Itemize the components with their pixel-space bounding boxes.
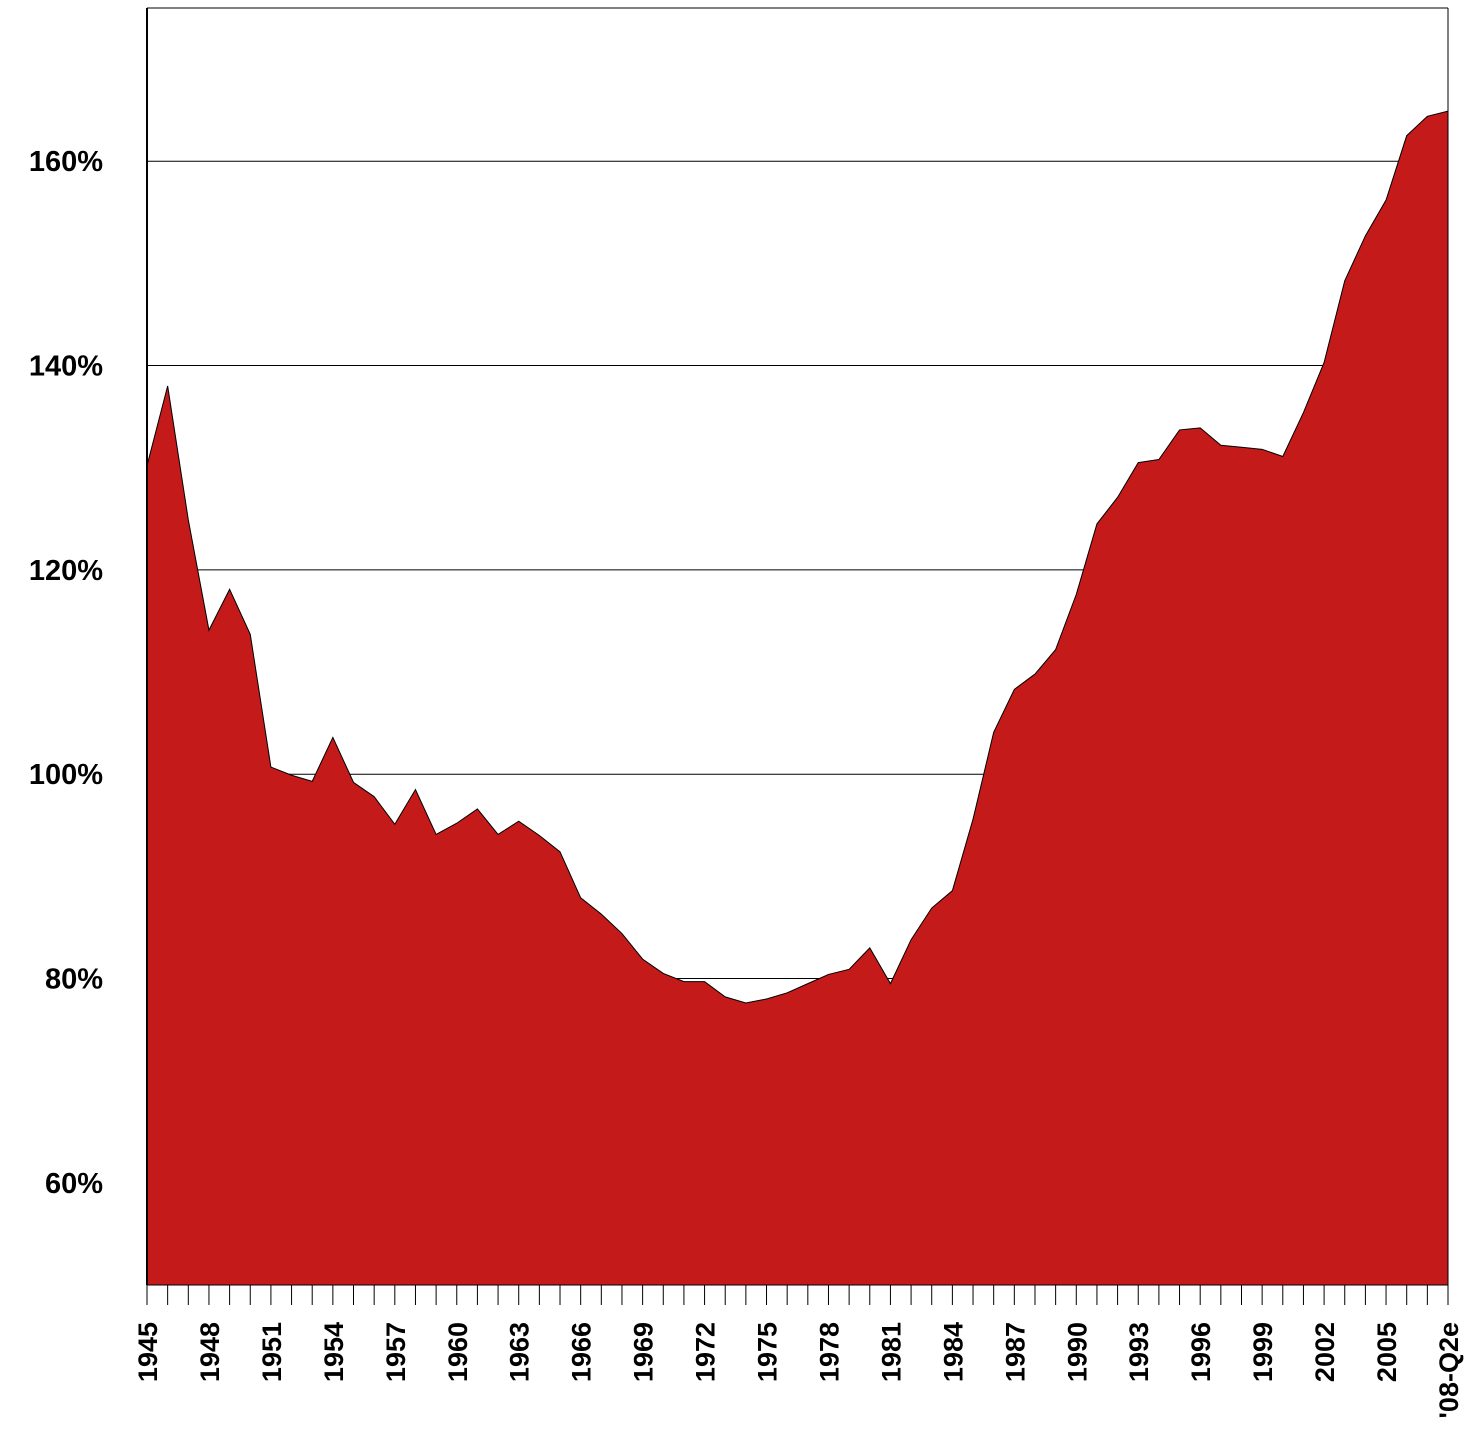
x-tick-label: 1951 <box>257 1322 287 1382</box>
x-tick-label: 1987 <box>1000 1322 1030 1382</box>
x-tick-label: 1984 <box>938 1322 968 1382</box>
x-tick-label: 1960 <box>443 1322 473 1382</box>
y-tick-label: 160% <box>29 146 103 178</box>
x-tick-label: 1966 <box>567 1322 597 1382</box>
x-tick-label: 1957 <box>381 1322 411 1382</box>
x-tick-label: 2002 <box>1310 1322 1340 1382</box>
x-tick-label: 1993 <box>1124 1322 1154 1382</box>
area <box>146 110 1449 1286</box>
x-tick-label: 1963 <box>505 1322 535 1382</box>
y-tick-label: 100% <box>29 759 103 791</box>
y-tick-label: 140% <box>29 351 103 383</box>
x-tick-label: 1945 <box>133 1322 163 1382</box>
x-tick-label: 1975 <box>753 1322 783 1382</box>
x-tick-label: 1978 <box>814 1322 844 1382</box>
y-tick-label: 80% <box>45 964 103 996</box>
x-tick-label: 1969 <box>629 1322 659 1382</box>
y-tick-label: 120% <box>29 555 103 587</box>
x-tick-label: 1954 <box>319 1322 349 1382</box>
y-tick-label: 60% <box>45 1168 103 1200</box>
x-tick-label: 1996 <box>1186 1322 1216 1382</box>
x-tick-label: 1990 <box>1062 1322 1092 1382</box>
x-tick-label: 1999 <box>1248 1322 1278 1382</box>
x-tick-label: 1972 <box>691 1322 721 1382</box>
x-tick-label: 1948 <box>195 1322 225 1382</box>
x-tick-label: 1981 <box>876 1322 906 1382</box>
x-tick-label: 2005 <box>1372 1322 1402 1382</box>
x-tick-label: '08-Q2e <box>1434 1322 1464 1418</box>
